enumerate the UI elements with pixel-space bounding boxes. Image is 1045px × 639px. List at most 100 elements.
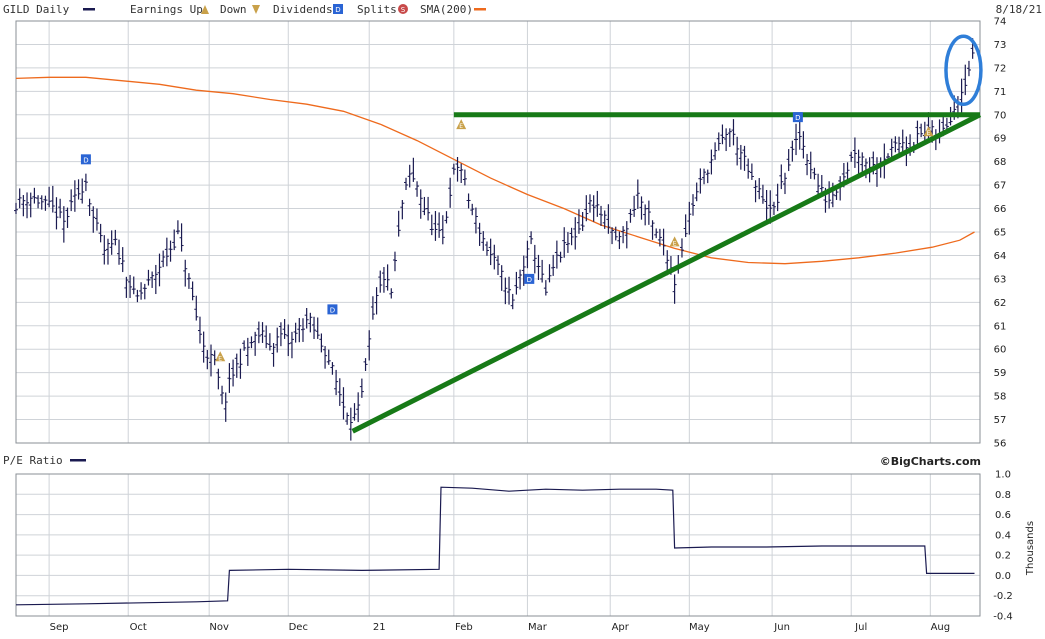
dividend-square-icon (792, 112, 803, 123)
price-bar (220, 385, 225, 405)
price-bar (161, 250, 166, 268)
price-bar (735, 136, 740, 166)
split-circle-icon: S (398, 4, 408, 14)
price-bar (128, 274, 133, 298)
price-bar (610, 227, 615, 245)
price-tick-label: 74 (994, 17, 1007, 28)
price-bar (794, 123, 799, 156)
dividends-label: Dividends (273, 3, 333, 16)
dividend-marker: D (80, 154, 91, 165)
price-bar (779, 164, 784, 190)
price-tick-label: 60 (994, 345, 1007, 356)
price-bar (606, 204, 611, 234)
dividend-square-icon (327, 304, 338, 315)
price-bar (418, 189, 423, 219)
price-bar (308, 312, 313, 333)
chart-legend: GILD Daily Earnings Up Down Dividends D … (3, 3, 1042, 16)
price-bar (687, 201, 692, 235)
price-bar (724, 128, 729, 152)
dividend-square-icon (80, 154, 91, 165)
price-tick-label: 65 (994, 228, 1007, 239)
price-bar (334, 369, 339, 396)
price-bar (455, 156, 460, 182)
price-bar (617, 231, 622, 250)
price-tick-label: 66 (994, 204, 1007, 215)
split-icon-letter: S (401, 6, 406, 14)
price-bar (83, 173, 88, 192)
dividend-letter: D (527, 276, 532, 284)
price-bar (746, 158, 751, 179)
price-bar (326, 349, 331, 365)
price-bar (164, 237, 169, 267)
price-bar (852, 137, 857, 168)
price-bar (300, 318, 305, 342)
earnings-triangle-icon (669, 236, 680, 247)
price-bar (459, 163, 464, 184)
price-bar (742, 145, 747, 171)
price-bar (150, 271, 155, 288)
price-bar (496, 255, 500, 276)
price-bar (264, 325, 269, 349)
price-legend-swatch (83, 8, 95, 11)
price-tick-label: 70 (994, 110, 1007, 121)
price-bar (507, 276, 512, 305)
earnings-marker: E (456, 119, 467, 130)
price-bar (716, 132, 721, 151)
price-bar (352, 403, 357, 421)
price-bar (330, 362, 335, 375)
price-bar (227, 363, 232, 393)
trendline (351, 112, 982, 434)
price-bar (91, 206, 96, 233)
price-bar (462, 169, 467, 186)
price-bar (532, 244, 537, 274)
price-bar (61, 206, 66, 243)
price-bar (536, 254, 541, 280)
price-axis: 56 57 58 59 60 61 62 63 64 65 66 67 68 69 70 71 72 73 74 (994, 17, 1007, 450)
price-bar (286, 324, 291, 357)
price-bar (628, 209, 633, 223)
dividend-letter: D (795, 114, 800, 122)
price-bar (209, 344, 214, 377)
price-bar (212, 350, 217, 366)
price-bar (65, 207, 70, 228)
pe-ratio-line (15, 486, 975, 606)
month-label: Sep (50, 622, 69, 633)
price-bar (849, 151, 854, 162)
price-bar (374, 287, 379, 315)
price-bar (543, 280, 548, 296)
price-bar (139, 282, 144, 300)
event-markers: D E D E D E D E (80, 112, 934, 362)
price-bar (231, 359, 236, 387)
price-bar (120, 247, 125, 273)
price-bar (105, 238, 110, 265)
price-bar (705, 169, 710, 184)
price-bar (499, 265, 504, 291)
earnings-letter: E (459, 123, 463, 130)
pe-tick-label: 0.8 (995, 490, 1011, 501)
price-bar (389, 288, 394, 299)
price-tick-label: 72 (994, 63, 1007, 74)
watermark: ©BigCharts.com (880, 455, 981, 468)
price-bar (654, 228, 659, 239)
price-bar (124, 276, 129, 298)
highlight-circle (944, 34, 983, 106)
price-bar (698, 168, 703, 194)
price-bar (426, 196, 431, 221)
price-bar (223, 392, 228, 422)
price-bar (186, 273, 191, 289)
price-bar (540, 259, 545, 283)
price-bar (238, 348, 243, 379)
price-bar (731, 119, 736, 146)
earnings-down-triangle-icon (252, 5, 260, 14)
pe-ratio-label: P/E Ratio (3, 454, 63, 467)
price-bar (17, 188, 22, 209)
price-bar (775, 183, 780, 212)
month-label: Dec (289, 622, 308, 633)
price-bar (205, 350, 210, 370)
price-bar (753, 180, 758, 203)
price-bar (900, 129, 905, 153)
price-bar (345, 412, 350, 425)
price-bar (47, 186, 52, 208)
price-bar (481, 231, 486, 251)
price-bar (69, 189, 74, 212)
